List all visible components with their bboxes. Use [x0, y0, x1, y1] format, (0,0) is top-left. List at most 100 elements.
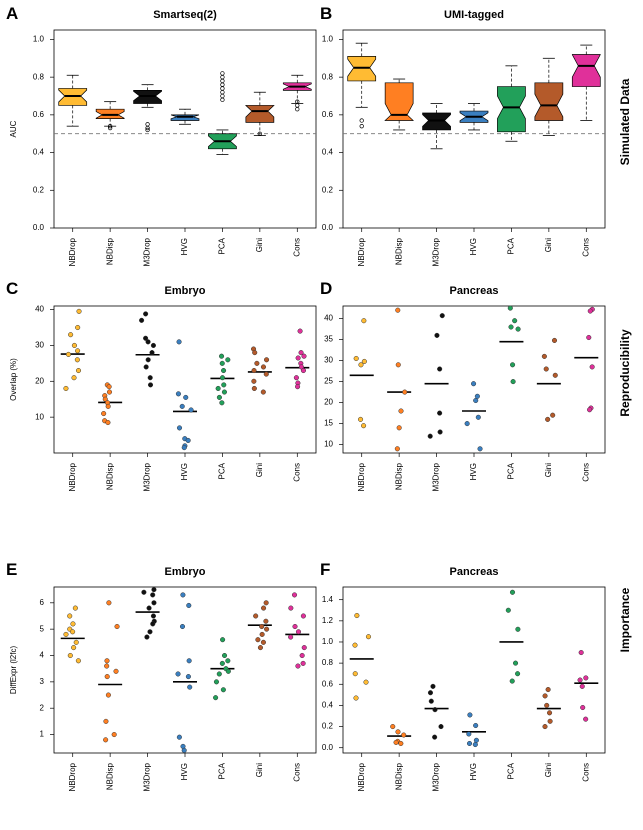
data-point: [213, 679, 220, 685]
data-point: [432, 707, 438, 713]
data-point: [176, 425, 183, 431]
data-point: [221, 367, 227, 374]
y-tick-label: 0.4: [322, 148, 334, 157]
y-tick-label: 0.0: [322, 223, 334, 232]
data-point: [394, 446, 400, 452]
strip-gini: [536, 687, 561, 730]
plot-frame: [342, 305, 606, 454]
x-tick-label-cons: Cons: [581, 763, 590, 782]
x-tick-label-gini: Gini: [544, 463, 553, 477]
data-point: [186, 602, 192, 608]
y-tick-label: 0.2: [322, 722, 334, 731]
panel-letter: A: [6, 4, 18, 23]
data-point: [427, 690, 434, 696]
panel-letter: E: [6, 560, 17, 579]
data-point: [587, 308, 593, 314]
data-point: [216, 671, 222, 677]
data-point: [213, 695, 219, 701]
data-point: [221, 389, 227, 395]
x-tick-label-gini: Gini: [255, 763, 264, 777]
data-point: [510, 362, 516, 368]
y-tick-label: 1.0: [322, 637, 334, 646]
x-tick-label-hvg: HVG: [180, 763, 189, 780]
strip-cons: [574, 650, 599, 722]
strip-cons: [285, 592, 310, 669]
strip-pca: [499, 305, 524, 385]
x-tick-label-nbdisp: NBDisp: [394, 462, 403, 490]
x-tick-label-nbdrop: NBDrop: [68, 462, 77, 491]
data-point: [251, 378, 257, 384]
panel-A: A Smartseq(2) 0.0 0.2 0.4 0.6 0.8 1.0 AUC NBDrop N…: [6, 4, 317, 266]
box-cons: [571, 44, 601, 121]
data-point: [149, 350, 155, 356]
strip-m3drop: [424, 683, 449, 740]
x-tick-label-gini: Gini: [544, 763, 553, 777]
data-point: [150, 621, 156, 627]
data-point: [583, 675, 589, 681]
data-point: [402, 389, 408, 395]
data-point: [253, 613, 259, 619]
box-m3drop: [133, 84, 162, 133]
data-point: [583, 716, 589, 722]
y-tick-label: 30: [324, 356, 333, 365]
data-point: [547, 718, 553, 724]
data-point: [176, 734, 182, 740]
data-point: [393, 739, 399, 745]
data-point: [292, 623, 298, 630]
y-tick-label: 0.0: [322, 743, 334, 752]
data-point: [264, 357, 270, 363]
data-point: [515, 326, 521, 332]
data-point: [104, 663, 110, 669]
data-point: [219, 660, 225, 666]
x-tick-label-gini: Gini: [255, 238, 264, 252]
y-tick-label: 0.8: [33, 72, 45, 81]
data-point: [509, 678, 515, 684]
data-point: [301, 645, 307, 651]
x-tick-label-cons: Cons: [292, 463, 301, 482]
data-point: [471, 381, 477, 387]
data-point: [113, 668, 119, 674]
data-point: [293, 375, 299, 381]
data-point: [187, 684, 193, 690]
data-point: [225, 668, 231, 674]
data-point: [74, 357, 80, 363]
data-point: [297, 328, 303, 334]
data-point: [464, 421, 470, 427]
side-label-simulated-data: Simulated Data: [618, 78, 632, 165]
data-point: [475, 414, 481, 420]
data-point: [144, 634, 150, 640]
outlier-point: [145, 122, 150, 127]
data-point: [147, 375, 153, 381]
panel-letter: C: [6, 279, 18, 298]
y-tick-label: 35: [324, 335, 333, 344]
data-point: [141, 589, 147, 595]
data-point: [542, 693, 548, 699]
data-point: [221, 652, 228, 659]
outlier-point: [107, 125, 113, 131]
data-point: [353, 355, 359, 362]
data-point: [542, 724, 548, 730]
plot-frame: [53, 29, 317, 229]
data-point: [251, 367, 257, 374]
strip-nbdisp: [98, 382, 123, 426]
panel-title: Embryo: [165, 566, 206, 578]
data-point: [225, 658, 231, 664]
y-tick-label: 40: [324, 314, 333, 323]
data-point: [183, 394, 189, 400]
data-point: [175, 391, 181, 397]
data-point: [151, 587, 157, 593]
y-tick-label: 0.2: [322, 185, 334, 194]
y-tick-label: 1.0: [33, 35, 45, 44]
data-point: [466, 740, 473, 747]
x-tick-label-nbdrop: NBDrop: [357, 762, 366, 791]
box-body: [571, 54, 601, 87]
data-point: [65, 351, 72, 357]
outlier-point: [220, 93, 225, 99]
outlier-point: [145, 127, 150, 133]
data-point: [68, 332, 74, 338]
panel-title: UMI-tagged: [444, 9, 504, 21]
data-point: [396, 425, 402, 431]
data-point: [188, 407, 194, 413]
data-point: [220, 687, 226, 693]
data-point: [176, 339, 182, 345]
